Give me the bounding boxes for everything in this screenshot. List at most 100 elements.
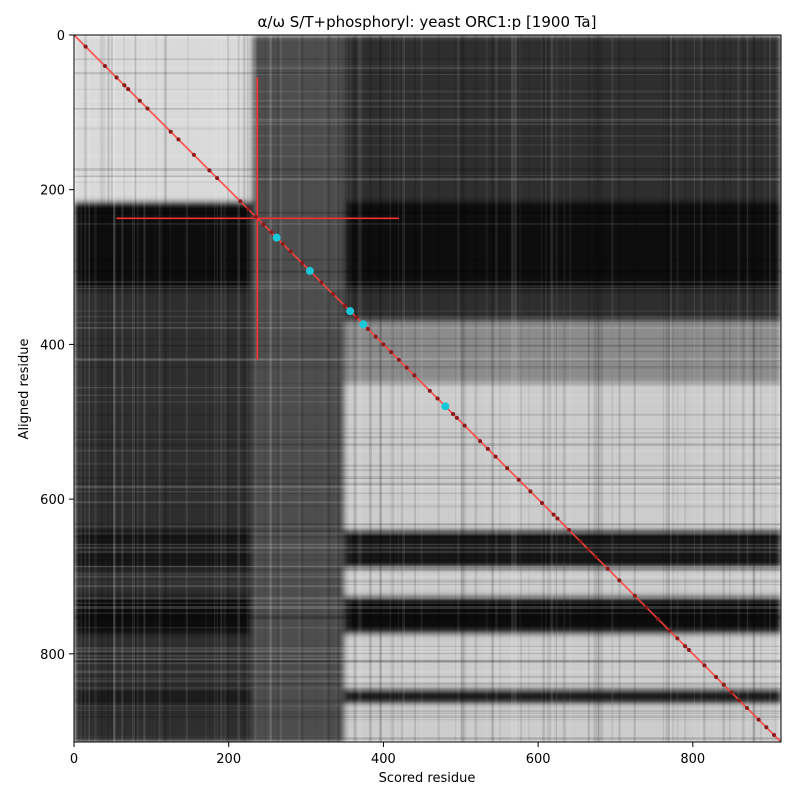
diagonal-point [238, 199, 243, 204]
texture-stripe [748, 35, 750, 742]
texture-stripe [74, 73, 781, 75]
texture-stripe [74, 449, 781, 452]
diagonal-point [137, 98, 142, 103]
diagonal-point [578, 539, 583, 544]
texture-stripe [74, 327, 781, 329]
texture-stripe [562, 35, 566, 742]
texture-stripe [74, 491, 781, 493]
texture-stripe [74, 35, 781, 38]
texture-stripe [392, 35, 395, 742]
texture-stripe [74, 532, 781, 535]
texture-stripe [737, 35, 740, 742]
texture-stripe [587, 35, 590, 742]
texture-stripe [703, 35, 706, 742]
texture-stripe [246, 35, 249, 742]
texture-stripe [133, 35, 135, 742]
diagonal-point [288, 249, 293, 254]
texture-stripe [379, 35, 382, 742]
texture-stripe [463, 35, 467, 742]
texture-stripe [298, 35, 300, 742]
texture-stripe [74, 737, 781, 739]
texture-stripe [420, 35, 423, 742]
texture-stripe [88, 35, 90, 742]
texture-stripe [414, 35, 416, 742]
texture-stripe [74, 107, 781, 110]
texture-stripe [74, 530, 781, 532]
texture-stripe [264, 35, 267, 742]
y-tick-label: 400 [40, 338, 65, 353]
texture-stripe [555, 35, 558, 742]
diagonal-line [74, 35, 781, 742]
y-axis-ticks: 0 200 400 600 800 [40, 29, 74, 663]
texture-stripe [158, 35, 160, 742]
texture-stripe [74, 492, 781, 495]
texture-stripe [664, 35, 668, 742]
texture-stripe [74, 524, 781, 528]
texture-stripe [100, 35, 103, 742]
texture-stripe [74, 35, 781, 38]
texture-stripe [102, 35, 106, 742]
texture-stripe [74, 337, 781, 340]
diagonal-point [176, 137, 181, 142]
texture-stripe [400, 35, 404, 742]
texture-stripe [121, 35, 124, 742]
texture-stripe [74, 258, 781, 261]
texture-stripe [74, 606, 781, 609]
diagonal-point [478, 439, 483, 444]
texture-stripe [323, 35, 326, 742]
diagonal-point [451, 412, 456, 417]
texture-stripe [220, 35, 223, 742]
texture-stripe [74, 135, 781, 137]
y-tick-label: 800 [40, 648, 65, 663]
texture-stripe [74, 105, 781, 109]
texture-stripe [74, 178, 781, 181]
crosshair [116, 77, 399, 360]
texture-stripe [122, 35, 126, 742]
texture-stripe [618, 35, 621, 742]
texture-stripe [74, 704, 781, 708]
texture-stripe [74, 365, 781, 369]
texture-stripe [74, 554, 781, 557]
texture-stripe [742, 35, 745, 742]
texture-stripe [74, 614, 781, 618]
x-tick-label: 0 [70, 752, 78, 767]
texture-stripe [74, 501, 781, 504]
diagonal-point [656, 617, 661, 622]
diagonal-point [122, 83, 127, 88]
texture-stripe [74, 568, 781, 571]
diagonal-point [702, 663, 707, 668]
texture-stripe [186, 35, 189, 742]
texture-stripe [74, 579, 781, 583]
texture-stripe [160, 35, 162, 742]
plot-frame [73, 34, 782, 743]
texture-stripe [74, 550, 781, 554]
texture-stripe [335, 35, 337, 742]
diagonal-point [427, 388, 432, 393]
texture-stripe [74, 469, 781, 472]
diagonal-point [493, 454, 498, 459]
texture-stripe [499, 35, 501, 742]
texture-stripe [74, 662, 781, 665]
texture-stripe [74, 649, 781, 651]
texture-stripe [113, 35, 116, 742]
texture-stripe [74, 67, 781, 70]
texture-stripe [74, 659, 781, 663]
diagonal-point [102, 63, 107, 68]
diagonal-point [675, 636, 680, 641]
diagonal-point [764, 725, 769, 730]
diagonal-point [485, 446, 490, 451]
texture-stripe [389, 35, 392, 742]
texture-stripe [549, 35, 552, 742]
texture-stripe [600, 35, 604, 742]
texture-stripe [671, 35, 675, 742]
texture-stripe [74, 285, 781, 288]
texture-stripe [74, 99, 781, 102]
texture-stripe [74, 658, 781, 661]
diagonal-point [555, 516, 560, 521]
diagonal-point [126, 87, 131, 92]
texture-stripe [495, 35, 498, 742]
texture-stripe [722, 35, 725, 742]
texture-stripe [763, 35, 766, 742]
diagonal-point [404, 365, 409, 370]
texture-stripe [74, 476, 781, 479]
